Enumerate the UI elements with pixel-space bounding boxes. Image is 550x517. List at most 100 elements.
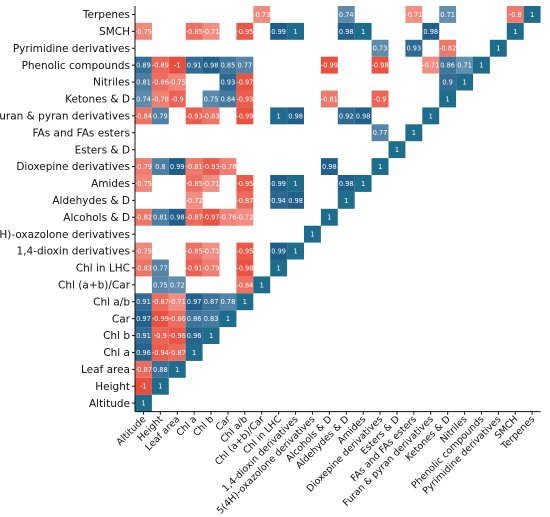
heatmap-cell	[236, 90, 254, 108]
cell-value-label: 1	[479, 62, 483, 70]
y-tick-label: Esters & D	[75, 144, 130, 156]
cell-value-label: 0.86	[440, 62, 455, 70]
heatmap-cell	[135, 377, 152, 395]
heatmap-cell	[135, 310, 152, 328]
cell-value-label: 0.99	[271, 247, 286, 255]
heatmap-cell	[236, 73, 254, 91]
cell-value-label: 1	[344, 197, 348, 205]
cell-value-label: -0.78	[219, 163, 236, 171]
heatmap-cell	[253, 276, 271, 294]
cell-value-label: -0.75	[135, 247, 152, 255]
heatmap-cell	[371, 124, 389, 142]
cell-value-label: -0.89	[152, 62, 169, 70]
cell-value-label: 1	[429, 112, 433, 120]
cell-value-label: -0.72	[186, 197, 203, 205]
cell-value-label: -0.95	[236, 180, 253, 188]
heatmap-cell	[135, 90, 152, 108]
cell-value-label: 0.85	[221, 62, 236, 70]
cell-value-label: -1	[140, 383, 147, 391]
heatmap-cell	[405, 39, 423, 57]
heatmap-cell	[371, 39, 389, 57]
cell-value-label: 1	[513, 28, 517, 36]
heatmap-cell	[439, 39, 457, 57]
y-tick-label: Amides	[91, 178, 130, 190]
heatmap-cell	[202, 175, 220, 192]
heatmap-cell	[320, 90, 338, 108]
y-tick-label: Pyrimidine derivatives	[13, 43, 130, 55]
cell-value-label: -0.83	[203, 112, 220, 120]
heatmap-cell	[185, 310, 203, 328]
y-tick-label: Car	[112, 313, 131, 325]
y-tick-label: Terpenes	[82, 9, 130, 21]
heatmap-cell	[185, 344, 203, 361]
heatmap-cell	[253, 6, 271, 23]
heatmap-cell	[185, 242, 203, 260]
cell-value-label: 0.74	[136, 95, 151, 103]
cell-value-label: 1	[209, 332, 213, 340]
cell-value-label: 0.98	[339, 28, 354, 36]
y-tick-label: Phenolic compounds	[22, 60, 130, 72]
heatmap-cell	[185, 293, 203, 311]
cell-value-label: -0.81	[186, 163, 203, 171]
heatmap-cell	[202, 90, 220, 108]
cell-value-label: -0.72	[236, 214, 253, 222]
cell-value-label: 1	[496, 45, 500, 53]
heatmap-cell	[202, 310, 220, 328]
heatmap-cell	[202, 107, 220, 125]
heatmap-cell	[456, 56, 473, 74]
cell-value-label: 0.89	[136, 62, 151, 70]
cell-value-label: 0.71	[440, 11, 455, 19]
y-tick-label: Chl a	[103, 347, 130, 359]
cell-value-label: 0.77	[153, 264, 168, 272]
heatmap-cell	[151, 327, 169, 344]
heatmap-cell	[219, 310, 237, 328]
cell-value-label: -0.91	[186, 264, 203, 272]
heatmap-cell	[456, 73, 473, 91]
cell-value-label: -0.83	[135, 264, 152, 272]
heatmap-cell	[135, 327, 152, 344]
heatmap-cell	[135, 242, 152, 260]
cell-value-label: 0.98	[322, 163, 337, 171]
cell-value-label: -0.9	[374, 95, 387, 103]
heatmap-cell	[354, 175, 372, 192]
heatmap-cell	[185, 259, 203, 277]
cell-value-label: 0.77	[238, 62, 253, 70]
y-tick-label: Height	[95, 381, 130, 393]
heatmap-cell	[422, 107, 440, 125]
cell-value-label: 0.92	[339, 112, 354, 120]
heatmap-cell	[219, 158, 237, 175]
heatmap-cell	[523, 6, 541, 23]
heatmap-cell	[236, 293, 254, 311]
heatmap-cell	[135, 208, 152, 226]
heatmap-cell	[287, 175, 304, 192]
y-tick-label: FAs and FAs esters	[32, 127, 130, 139]
heatmap-cell	[371, 90, 389, 108]
cell-value-label: -0.79	[203, 264, 220, 272]
heatmap-cell	[371, 56, 389, 74]
cell-value-label: -0.87	[236, 197, 253, 205]
cell-value-label: 1	[293, 247, 297, 255]
heatmap-cell	[337, 22, 355, 40]
y-tick-label: Chl (a+b)/Car	[58, 279, 131, 291]
cell-value-label: 1	[260, 281, 264, 289]
heatmap-cell	[135, 344, 152, 361]
heatmap-cell	[236, 191, 254, 209]
heatmap-cell	[439, 56, 457, 74]
cell-value-label: 0.79	[153, 112, 168, 120]
heatmap-cell	[135, 107, 152, 125]
heatmap-cell	[489, 39, 507, 57]
cell-value-label: 1	[361, 28, 365, 36]
heatmap-cell	[270, 191, 288, 209]
cell-value-label: 1	[361, 180, 365, 188]
heatmap-cell	[168, 158, 186, 175]
heatmap-cell	[506, 6, 524, 23]
heatmap-cell	[135, 175, 152, 192]
cell-value-label: 0.91	[136, 298, 151, 306]
cell-value-label: -0.76	[219, 214, 236, 222]
heatmap-cell	[202, 327, 220, 344]
heatmap-cell	[405, 6, 423, 23]
cell-value-label: -0.75	[135, 180, 152, 188]
cell-value-label: 0.93	[221, 78, 236, 86]
y-tick-label: Dioxepine derivatives	[16, 161, 130, 173]
